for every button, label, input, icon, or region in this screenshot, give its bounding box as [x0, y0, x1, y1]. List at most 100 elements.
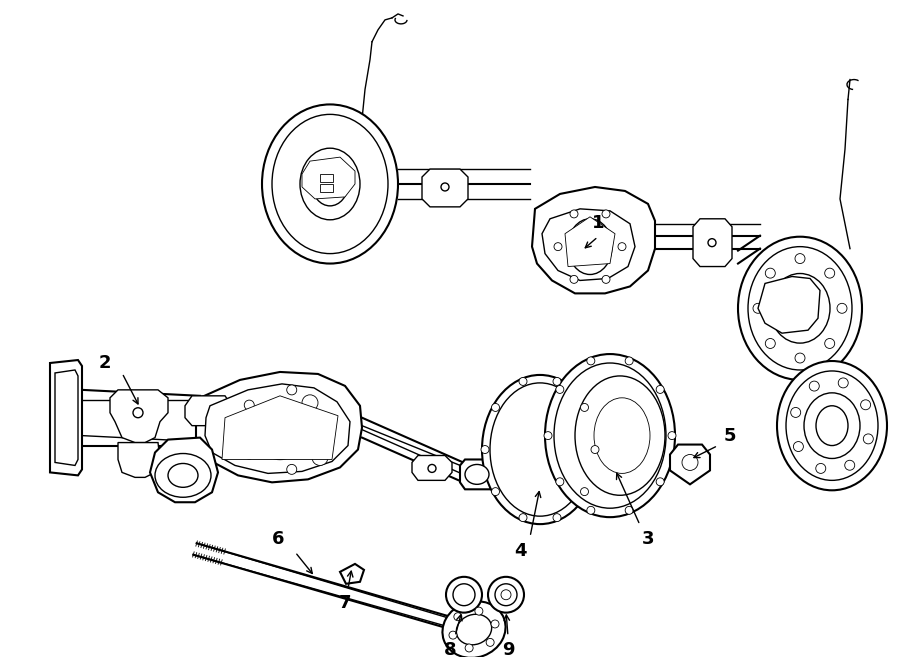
Ellipse shape [845, 460, 855, 470]
Polygon shape [758, 276, 820, 333]
Ellipse shape [748, 247, 852, 370]
Ellipse shape [682, 455, 698, 471]
Ellipse shape [544, 432, 552, 440]
Polygon shape [670, 445, 710, 485]
Ellipse shape [443, 602, 506, 658]
Ellipse shape [626, 357, 634, 365]
Ellipse shape [824, 338, 834, 348]
Text: 4: 4 [514, 542, 526, 560]
Ellipse shape [591, 446, 599, 453]
Ellipse shape [272, 114, 388, 254]
Text: 5: 5 [724, 426, 736, 445]
Polygon shape [50, 360, 82, 475]
Ellipse shape [795, 254, 805, 264]
Ellipse shape [244, 400, 255, 410]
Text: 6: 6 [272, 530, 284, 548]
Ellipse shape [809, 381, 819, 391]
Text: 1: 1 [592, 214, 604, 232]
Ellipse shape [553, 377, 561, 385]
Polygon shape [196, 372, 362, 483]
Polygon shape [110, 390, 168, 443]
Polygon shape [222, 396, 338, 459]
Ellipse shape [553, 514, 561, 522]
Ellipse shape [656, 385, 664, 393]
Ellipse shape [777, 361, 887, 490]
Polygon shape [320, 184, 333, 192]
Ellipse shape [594, 398, 650, 473]
Ellipse shape [287, 465, 297, 475]
Ellipse shape [446, 577, 482, 613]
Text: 8: 8 [444, 641, 456, 660]
Ellipse shape [570, 276, 578, 284]
Ellipse shape [454, 613, 462, 621]
Ellipse shape [495, 584, 517, 605]
Ellipse shape [770, 274, 830, 343]
Polygon shape [185, 396, 232, 426]
Polygon shape [320, 174, 333, 182]
Ellipse shape [860, 400, 870, 410]
Ellipse shape [545, 354, 675, 517]
Polygon shape [532, 187, 655, 293]
Ellipse shape [465, 644, 473, 652]
Polygon shape [55, 370, 78, 465]
Ellipse shape [786, 371, 878, 481]
Ellipse shape [816, 406, 848, 446]
Ellipse shape [168, 463, 198, 487]
Ellipse shape [244, 449, 255, 459]
Ellipse shape [578, 232, 602, 262]
Ellipse shape [441, 183, 449, 191]
Ellipse shape [838, 378, 848, 388]
Ellipse shape [556, 385, 563, 393]
Ellipse shape [580, 488, 589, 496]
Ellipse shape [554, 363, 666, 508]
Ellipse shape [465, 465, 489, 485]
Ellipse shape [554, 243, 562, 251]
Ellipse shape [302, 395, 318, 410]
Ellipse shape [782, 286, 818, 330]
Ellipse shape [482, 375, 598, 524]
Ellipse shape [428, 465, 436, 473]
Ellipse shape [626, 506, 634, 514]
Polygon shape [565, 217, 615, 266]
Ellipse shape [708, 239, 716, 247]
Ellipse shape [580, 403, 589, 411]
Polygon shape [542, 209, 635, 280]
Ellipse shape [791, 407, 801, 417]
Ellipse shape [475, 607, 483, 615]
Ellipse shape [587, 357, 595, 365]
Ellipse shape [481, 446, 489, 453]
Ellipse shape [312, 162, 348, 206]
Ellipse shape [287, 385, 297, 395]
Polygon shape [205, 384, 350, 473]
Ellipse shape [765, 338, 775, 348]
Text: 7: 7 [338, 594, 351, 611]
Polygon shape [422, 169, 468, 207]
Ellipse shape [155, 453, 211, 497]
Polygon shape [693, 219, 732, 266]
Ellipse shape [491, 620, 499, 628]
Text: 2: 2 [99, 354, 112, 372]
Ellipse shape [262, 104, 398, 264]
Ellipse shape [491, 403, 500, 411]
Ellipse shape [738, 237, 862, 380]
Ellipse shape [486, 639, 494, 646]
Ellipse shape [668, 432, 676, 440]
Ellipse shape [794, 442, 804, 451]
Polygon shape [340, 564, 364, 584]
Ellipse shape [602, 276, 610, 284]
Ellipse shape [266, 412, 294, 447]
Ellipse shape [313, 424, 323, 435]
Ellipse shape [837, 303, 847, 313]
Ellipse shape [815, 463, 826, 473]
Polygon shape [302, 157, 355, 199]
Ellipse shape [765, 268, 775, 278]
Ellipse shape [556, 478, 563, 486]
Ellipse shape [453, 584, 475, 605]
Ellipse shape [519, 514, 527, 522]
Ellipse shape [824, 268, 834, 278]
Ellipse shape [255, 400, 305, 459]
Ellipse shape [491, 488, 500, 496]
Text: 3: 3 [642, 530, 654, 548]
Ellipse shape [449, 631, 457, 639]
Ellipse shape [795, 353, 805, 363]
